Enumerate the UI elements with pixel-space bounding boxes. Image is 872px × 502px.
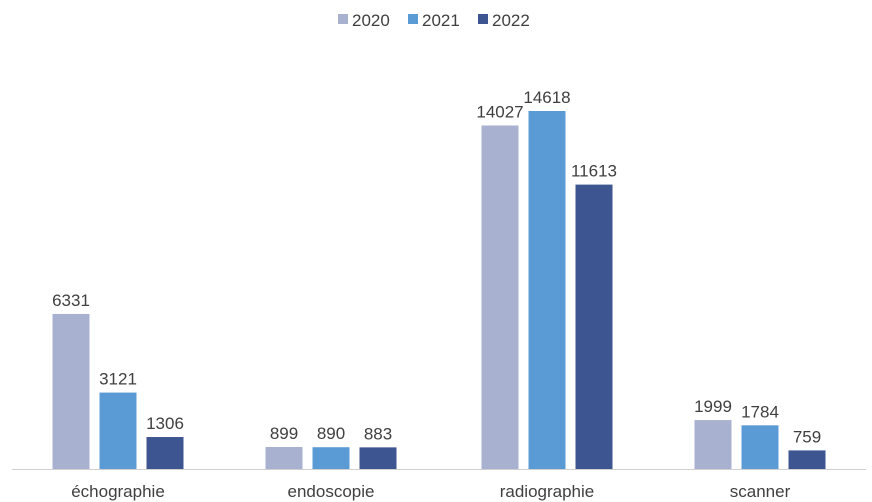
bar-2022-3: [788, 450, 826, 469]
bar-2021-3: [741, 425, 779, 469]
data-label-2021-2: 14618: [523, 88, 570, 107]
data-label-2022-3: 759: [793, 427, 821, 446]
data-label-2022-0: 1306: [146, 414, 184, 433]
bar-2020-3: [694, 420, 732, 469]
data-label-2020-1: 899: [270, 424, 298, 443]
bar-2022-0: [146, 437, 184, 469]
data-label-2021-3: 1784: [741, 402, 779, 421]
data-label-2020-0: 6331: [52, 291, 90, 310]
legend-label-2020: 2020: [352, 11, 390, 30]
category-label-3: scanner: [730, 482, 791, 501]
bar-2022-1: [359, 447, 397, 469]
bar-2022-2: [575, 184, 613, 470]
category-label-0: échographie: [71, 482, 165, 501]
category-label-2: radiographie: [500, 482, 595, 501]
bar-2021-0: [99, 392, 137, 469]
bar-2020-0: [52, 313, 90, 469]
data-label-2021-1: 890: [317, 424, 345, 443]
bar-2020-2: [481, 125, 519, 469]
bar-2021-1: [312, 447, 350, 469]
legend-swatch-2022: [478, 14, 488, 24]
legend-label-2022: 2022: [492, 11, 530, 30]
legend-label-2021: 2021: [422, 11, 460, 30]
data-label-2022-1: 883: [364, 424, 392, 443]
category-label-1: endoscopie: [288, 482, 375, 501]
data-label-2020-2: 14027: [476, 102, 523, 121]
legend-swatch-2020: [338, 14, 348, 24]
data-label-2020-3: 1999: [694, 397, 732, 416]
bar-2020-1: [265, 446, 303, 469]
data-label-2022-2: 11613: [571, 162, 617, 181]
data-label-2021-0: 3121: [99, 370, 137, 389]
legend-swatch-2021: [408, 14, 418, 24]
bar-2021-2: [528, 111, 566, 469]
